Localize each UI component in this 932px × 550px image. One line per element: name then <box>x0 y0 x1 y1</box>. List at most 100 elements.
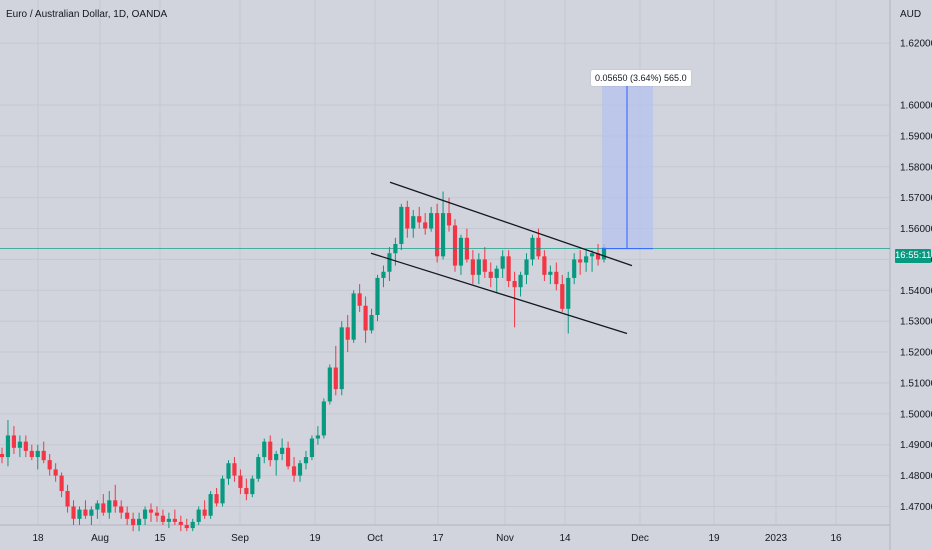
candle-body <box>226 463 231 479</box>
candle-body <box>232 463 237 476</box>
candle-body <box>29 450 34 458</box>
candle-body <box>488 271 493 278</box>
y-tick-label: 1.58000 <box>900 162 932 173</box>
candle-body <box>244 487 249 495</box>
candle-body <box>560 284 565 309</box>
y-tick-label: 1.57000 <box>900 193 932 204</box>
candle-body <box>542 256 547 275</box>
candle-body <box>482 259 487 272</box>
x-tick-label: Sep <box>231 533 249 544</box>
candle-body <box>315 435 320 439</box>
candle-body <box>262 441 267 458</box>
candle-body <box>548 271 553 275</box>
x-tick-label: 17 <box>432 533 444 544</box>
candle-body <box>440 213 446 257</box>
candle-body <box>83 509 88 516</box>
x-tick-label: Oct <box>367 533 383 544</box>
y-tick-label: 1.50000 <box>900 409 932 420</box>
candle-body <box>369 315 374 331</box>
candle-body <box>458 237 464 266</box>
candle-body <box>220 478 225 504</box>
candle-body <box>321 401 326 436</box>
y-tick-label: 1.56000 <box>900 224 932 235</box>
candle-body <box>524 259 529 275</box>
candle-body <box>381 271 386 278</box>
upper-trend-line <box>389 181 633 267</box>
candle-body <box>202 509 207 516</box>
x-tick-label: 18 <box>32 533 44 544</box>
candle-body <box>0 453 5 458</box>
candle-body <box>250 478 255 495</box>
y-tick-label: 1.48000 <box>900 471 932 482</box>
candle-body <box>178 521 183 525</box>
candle-body <box>333 367 338 390</box>
candle-body <box>595 253 601 260</box>
y-tick-label: 1.53000 <box>900 317 932 328</box>
candle-body <box>65 491 70 507</box>
x-tick-label: 19 <box>708 533 720 544</box>
candle-body <box>131 518 136 525</box>
y-tick-label: 1.47000 <box>900 502 932 513</box>
x-tick-label: 15 <box>154 533 166 544</box>
y-tick-label: 1.62000 <box>900 39 932 50</box>
candle-body <box>512 281 517 288</box>
candle-body <box>256 457 261 479</box>
candle-body <box>601 247 607 260</box>
candle-body <box>125 512 130 519</box>
candle-body <box>190 521 195 529</box>
candle-body <box>268 441 273 461</box>
candle-body <box>47 460 52 470</box>
candle-body <box>214 494 219 504</box>
x-tick-label: 16 <box>830 533 842 544</box>
candle-body <box>142 509 148 519</box>
x-tick-label: 14 <box>559 533 571 544</box>
y-tick-label: 1.54000 <box>900 286 932 297</box>
candle-body <box>17 441 22 448</box>
candle-body <box>411 216 416 229</box>
candle-body <box>11 435 17 448</box>
candle-body <box>286 447 291 467</box>
candle-body <box>357 293 362 306</box>
candle-body <box>345 327 350 340</box>
candle-body <box>238 475 243 488</box>
candle-body <box>339 327 344 390</box>
candle-body <box>297 463 303 476</box>
candle-body <box>518 274 523 288</box>
x-tick-label: Nov <box>496 533 514 544</box>
candle-body <box>119 506 124 513</box>
candle-body <box>113 500 118 507</box>
candle-body <box>584 256 589 263</box>
candle-body <box>399 206 404 244</box>
x-tick-label: Dec <box>631 533 649 544</box>
candle-body <box>405 206 410 229</box>
y-tick-label: 1.59000 <box>900 131 932 142</box>
candle-body <box>554 271 559 285</box>
candle-body <box>137 518 142 525</box>
candle-body <box>589 253 595 257</box>
y-tick-label: 1.49000 <box>900 440 932 451</box>
candle-body <box>274 453 279 461</box>
candle-body <box>494 268 499 278</box>
x-tick-label: 19 <box>309 533 321 544</box>
candle-body <box>5 435 11 458</box>
candle-body <box>154 512 160 516</box>
candle-body <box>101 503 106 513</box>
candle-body <box>291 466 297 476</box>
x-tick-label: Aug <box>91 533 109 544</box>
candle-body <box>280 447 285 454</box>
candle-body <box>375 277 380 315</box>
candle-body <box>71 506 76 519</box>
measure-tooltip: 0.05650 (3.64%) 565.0 <box>591 70 691 86</box>
y-tick-label: 1.60000 <box>900 101 932 112</box>
currency-label: AUD <box>900 9 922 20</box>
candle-body <box>303 457 309 464</box>
candle-body <box>470 259 475 275</box>
candle-body <box>196 509 201 522</box>
symbol-title[interactable]: Euro / Australian Dollar, 1D, OANDA <box>6 9 168 20</box>
candle-body <box>506 256 511 282</box>
candle-body <box>572 259 577 278</box>
candle-body <box>578 259 583 263</box>
x-tick-label: 2023 <box>765 533 788 544</box>
